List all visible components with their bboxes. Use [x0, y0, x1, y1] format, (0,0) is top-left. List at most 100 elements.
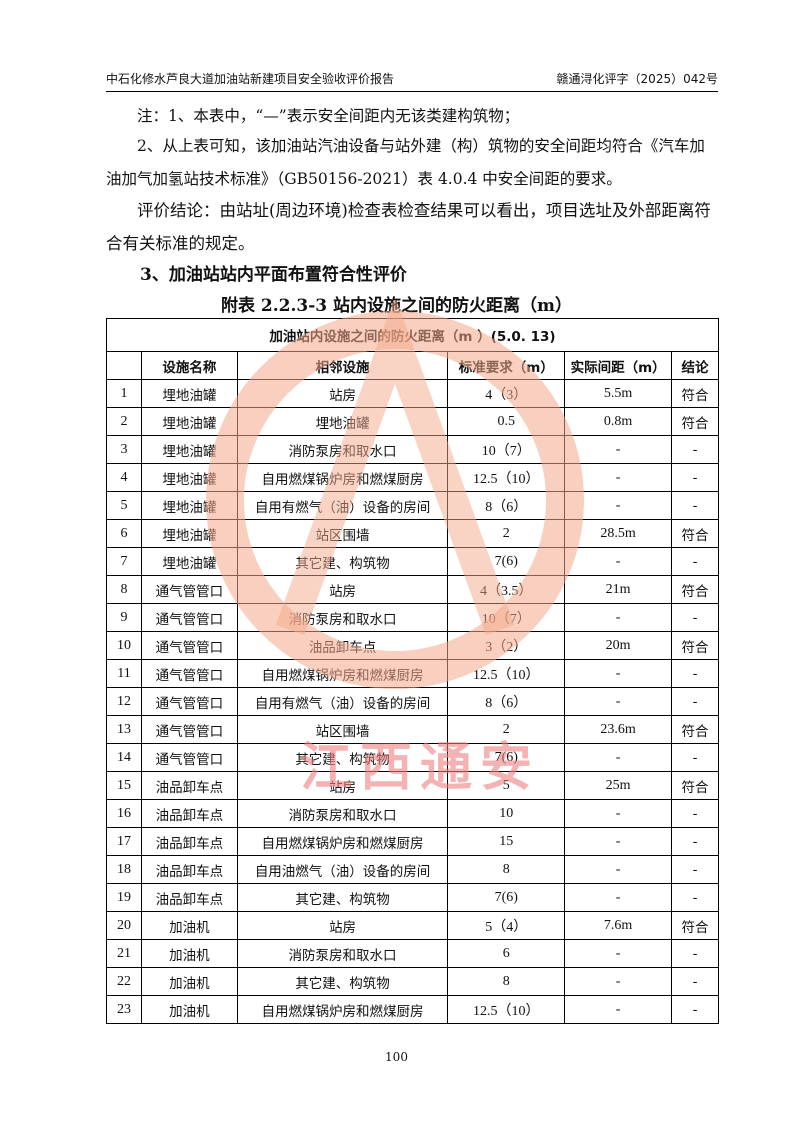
table-cell: 油品卸车点	[140, 771, 238, 800]
table-cell: 10	[447, 799, 566, 828]
table-cell: 7(6)	[447, 883, 566, 912]
table-cell: 8	[447, 967, 566, 996]
table-cell: -	[671, 659, 719, 688]
table-cell: 14	[106, 743, 142, 772]
table-cell: 4	[106, 463, 142, 492]
table-cell: -	[564, 855, 673, 884]
table-cell: 消防泵房和取水口	[236, 939, 449, 968]
table-cell: 12.5（10）	[447, 463, 566, 492]
table-cell: 6	[447, 939, 566, 968]
table-cell: 6	[106, 519, 142, 548]
table-cell: 其它建、构筑物	[236, 547, 449, 576]
table-cell: 油品卸车点	[140, 799, 238, 828]
table-cell: 23.6m	[564, 715, 673, 744]
table-cell: 加油机	[140, 967, 238, 996]
table-cell: 符合	[671, 575, 719, 604]
table-cell: 7.6m	[564, 911, 673, 940]
table-cell: 符合	[671, 519, 719, 548]
table-cell: 21	[106, 939, 142, 968]
table-cell: 2	[447, 715, 566, 744]
section-heading: 3、加油站站内平面布置符合性评价	[140, 265, 407, 285]
table-cell: 5	[447, 771, 566, 800]
table-cell: 4（3）	[447, 379, 566, 408]
table-cell: -	[671, 939, 719, 968]
evaluation-conclusion: 评价结论：由站址(周边环境)检查表检查结果可以看出，项目选址及外部距离符合有关标…	[106, 201, 711, 253]
table-cell: 自用有燃气（油）设备的房间	[236, 491, 449, 520]
table-cell: 埋地油罐	[140, 519, 238, 548]
table-cell: 16	[106, 799, 142, 828]
table-row: 9 通气管管口 消防泵房和取水口 10（7） - -	[106, 603, 719, 632]
table-cell: 站区围墙	[236, 519, 449, 548]
table-cell: 油品卸车点	[236, 631, 449, 660]
table-cell: -	[564, 799, 673, 828]
table-cell: 自用燃煤锅炉房和燃煤厨房	[236, 463, 449, 492]
table-cell: 消防泵房和取水口	[236, 799, 449, 828]
table-title: 加油站内设施之间的防火距离（m ）(5.0. 13)	[106, 318, 719, 352]
table-cell: 12.5（10）	[447, 995, 566, 1024]
column-header: 实际间距（m）	[564, 351, 673, 380]
table-caption: 附表 2.2.3-3 站内设施之间的防火距离（m）	[220, 296, 573, 316]
table-cell: 28.5m	[564, 519, 673, 548]
table-cell: 通气管管口	[140, 631, 238, 660]
table-cell: -	[564, 995, 673, 1024]
table-cell: -	[671, 435, 719, 464]
table-cell: 埋地油罐	[140, 463, 238, 492]
table-cell: 通气管管口	[140, 715, 238, 744]
table-cell: -	[671, 743, 719, 772]
table-cell: -	[564, 435, 673, 464]
table-cell: 8（6）	[447, 687, 566, 716]
table-row: 4 埋地油罐 自用燃煤锅炉房和燃煤厨房 12.5（10） - -	[106, 463, 719, 492]
table-cell: -	[671, 491, 719, 520]
table-row: 17 油品卸车点 自用燃煤锅炉房和燃煤厨房 15- -	[106, 827, 719, 856]
table-cell: 通气管管口	[140, 575, 238, 604]
column-header: 结论	[671, 351, 719, 380]
table-cell: 12	[106, 687, 142, 716]
table-row: 8 通气管管口 站房 4（3.5） 21m 符合	[106, 575, 719, 604]
table-cell: 消防泵房和取水口	[236, 603, 449, 632]
table-cell: 5	[106, 491, 142, 520]
table-cell: 通气管管口	[140, 687, 238, 716]
table-cell: 符合	[671, 911, 719, 940]
page-number: 100	[385, 1050, 408, 1064]
table-cell: 埋地油罐	[140, 379, 238, 408]
column-header: 相邻设施	[236, 351, 449, 380]
note-1: 注：1、本表中，“—”表示安全间距内无该类建构筑物；	[137, 107, 520, 125]
table-cell: -	[671, 799, 719, 828]
table-cell: -	[564, 463, 673, 492]
table-cell: 符合	[671, 631, 719, 660]
table-cell: -	[564, 659, 673, 688]
table-cell: 8（6）	[447, 491, 566, 520]
table-row: 5 埋地油罐 自用有燃气（油）设备的房间 8（6） - -	[106, 491, 719, 520]
column-header: 设施名称	[140, 351, 238, 380]
table-row: 16 油品卸车点 消防泵房和取水口 10- -	[106, 799, 719, 828]
table-cell: -	[564, 883, 673, 912]
table-cell: 21m	[564, 575, 673, 604]
table-cell: 8	[447, 855, 566, 884]
table-cell: 3（2）	[447, 631, 566, 660]
table-row: 12 通气管管口 自用有燃气（油）设备的房间 8（6） - -	[106, 687, 719, 716]
table-cell: 油品卸车点	[140, 883, 238, 912]
table-cell: 其它建、构筑物	[236, 967, 449, 996]
table-cell: 符合	[671, 407, 719, 436]
table-cell: 符合	[671, 379, 719, 408]
table-row: 23 加油机 自用燃煤锅炉房和燃煤厨房 12.5（10） - -	[106, 995, 719, 1024]
table-cell: 埋地油罐	[236, 407, 449, 436]
table-cell: -	[671, 603, 719, 632]
table-cell: 0.8m	[564, 407, 673, 436]
table-cell: 5.5m	[564, 379, 673, 408]
table-cell: -	[564, 827, 673, 856]
table-cell: 其它建、构筑物	[236, 883, 449, 912]
table-row: 22 加油机 其它建、构筑物 8- -	[106, 967, 719, 996]
table-cell: 17	[106, 827, 142, 856]
table-cell: 22	[106, 967, 142, 996]
table-row: 2 埋地油罐 埋地油罐 0.5 0.8m 符合	[106, 407, 719, 436]
table-row: 6 埋地油罐 站区围墙 2 28.5m 符合	[106, 519, 719, 548]
table-cell: 23	[106, 995, 142, 1024]
header-doc-number: 赣通浔化评字（2025）042号	[556, 72, 718, 86]
table-cell: 10	[106, 631, 142, 660]
table-cell: 加油机	[140, 911, 238, 940]
table-cell: 加油机	[140, 939, 238, 968]
table-cell: 埋地油罐	[140, 491, 238, 520]
table-cell: 19	[106, 883, 142, 912]
